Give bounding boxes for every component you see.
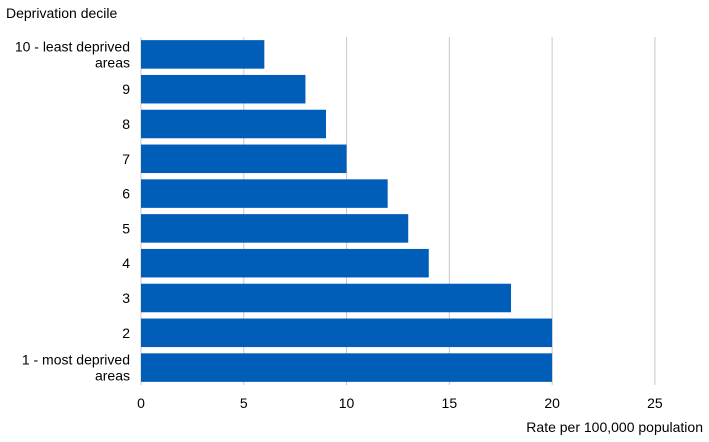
x-tick-label: 5: [240, 395, 248, 411]
category-label: 8: [122, 116, 130, 132]
category-labels: 10 - least deprived areas 9 8 7 6 5 4 3 2 1 - most…: [15, 38, 130, 383]
bar: [141, 214, 409, 243]
bar: [141, 109, 326, 139]
bars: [141, 40, 553, 382]
category-label: 3: [122, 290, 130, 306]
x-tick-label: 15: [442, 395, 458, 411]
x-tick-labels: 0 5 10 15 20 25: [137, 395, 663, 411]
bar: [141, 74, 306, 104]
category-label: 2: [122, 325, 130, 341]
x-axis-title: Rate per 100,000 population: [526, 419, 703, 435]
category-label: 9: [122, 81, 130, 97]
category-label: 1 - most deprived areas: [22, 352, 130, 384]
x-tick-label: 10: [339, 395, 355, 411]
category-label: 10 - least deprived areas: [15, 38, 130, 70]
bar: [141, 283, 511, 313]
category-label: 7: [122, 151, 130, 167]
x-tick-label: 0: [137, 395, 145, 411]
bar: [141, 179, 388, 208]
category-label: 5: [122, 220, 130, 236]
x-tick-label: 25: [647, 395, 663, 411]
x-tick-label: 20: [544, 395, 560, 411]
category-label: 6: [122, 186, 130, 202]
category-label: 4: [122, 255, 130, 271]
bar: [141, 353, 553, 382]
y-axis-title: Deprivation decile: [6, 5, 118, 21]
bar: [141, 318, 553, 348]
bar: [141, 144, 347, 174]
bar: [141, 40, 265, 69]
bar: [141, 248, 429, 278]
